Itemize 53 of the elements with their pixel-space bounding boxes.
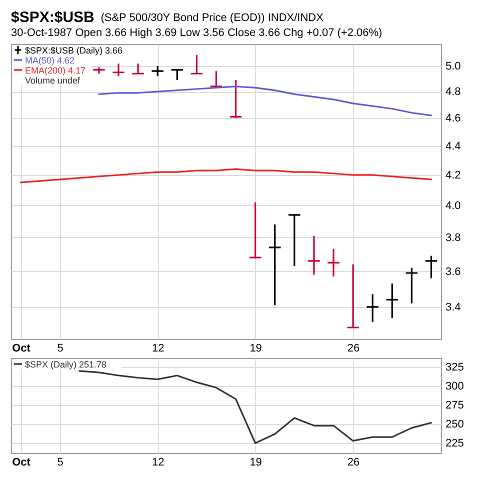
x-tick-label: 12 [152, 342, 164, 354]
legend-label: $SPX:$USB (Daily) 3.66 [25, 46, 123, 56]
x-tick-label: 19 [250, 342, 262, 354]
line-series [20, 168, 432, 184]
y-tick-label: 4.8 [446, 86, 461, 98]
x-tick-label: Oct [12, 342, 31, 354]
line-series [78, 370, 432, 444]
chart-title: $SPX:$USB [11, 9, 95, 26]
candlestick [405, 267, 418, 304]
candlestick [248, 202, 262, 258]
candlestick [385, 282, 399, 319]
candlestick [131, 62, 145, 74]
x-tick-label: Oct [12, 456, 31, 468]
y-tick-label: 3.8 [446, 232, 461, 244]
candlestick [170, 69, 184, 81]
y-tick-label: 4.0 [446, 200, 461, 212]
y-tick-label: 4.4 [446, 140, 461, 152]
candlestick [229, 79, 242, 119]
y-tick-label: 300 [446, 380, 464, 393]
annotation: Volume undef [25, 76, 81, 86]
legend-label: EMA(200) 4.17 [25, 66, 86, 76]
candlestick [112, 62, 126, 77]
x-tick-label: 26 [347, 342, 360, 354]
legend-label: MA(50) 4.62 [25, 56, 75, 66]
chart-subtitle: (S&P 500/30Y Bond Price (EOD)) INDX/INDX [100, 12, 324, 24]
y-tick-label: 4.2 [446, 169, 461, 182]
candlestick [424, 255, 438, 280]
candlestick [268, 224, 282, 306]
candlestick [190, 54, 204, 74]
candlestick [307, 235, 321, 276]
y-tick-label: 325 [446, 362, 464, 374]
candlestick [346, 264, 360, 328]
x-tick-label: 5 [57, 342, 64, 354]
y-tick-label: 250 [446, 418, 464, 431]
y-tick-label: 4.6 [446, 112, 461, 125]
candlestick [150, 65, 164, 77]
legend-label: $SPX (Daily) 251.78 [25, 360, 107, 370]
x-tick-label: 26 [347, 456, 360, 468]
candlestick [92, 66, 106, 74]
x-tick-label: 19 [250, 456, 262, 468]
y-tick-label: 5.0 [446, 60, 461, 73]
x-tick-label: 12 [152, 456, 164, 468]
y-tick-label: 225 [446, 438, 464, 450]
y-tick-label: 3.4 [446, 301, 461, 314]
x-tick-label: 5 [57, 456, 64, 468]
y-tick-label: 275 [446, 400, 464, 412]
candlestick [326, 248, 340, 278]
text: 30-Oct-1987 Open 3.66 High 3.69 Low 3.56 Close 3.66 Chg +0.07 (+2.06%) [11, 27, 382, 39]
y-tick-label: 3.6 [446, 266, 461, 278]
candlestick [210, 70, 223, 88]
line-series [98, 86, 432, 116]
candlestick [288, 214, 302, 267]
candlestick [366, 293, 380, 323]
